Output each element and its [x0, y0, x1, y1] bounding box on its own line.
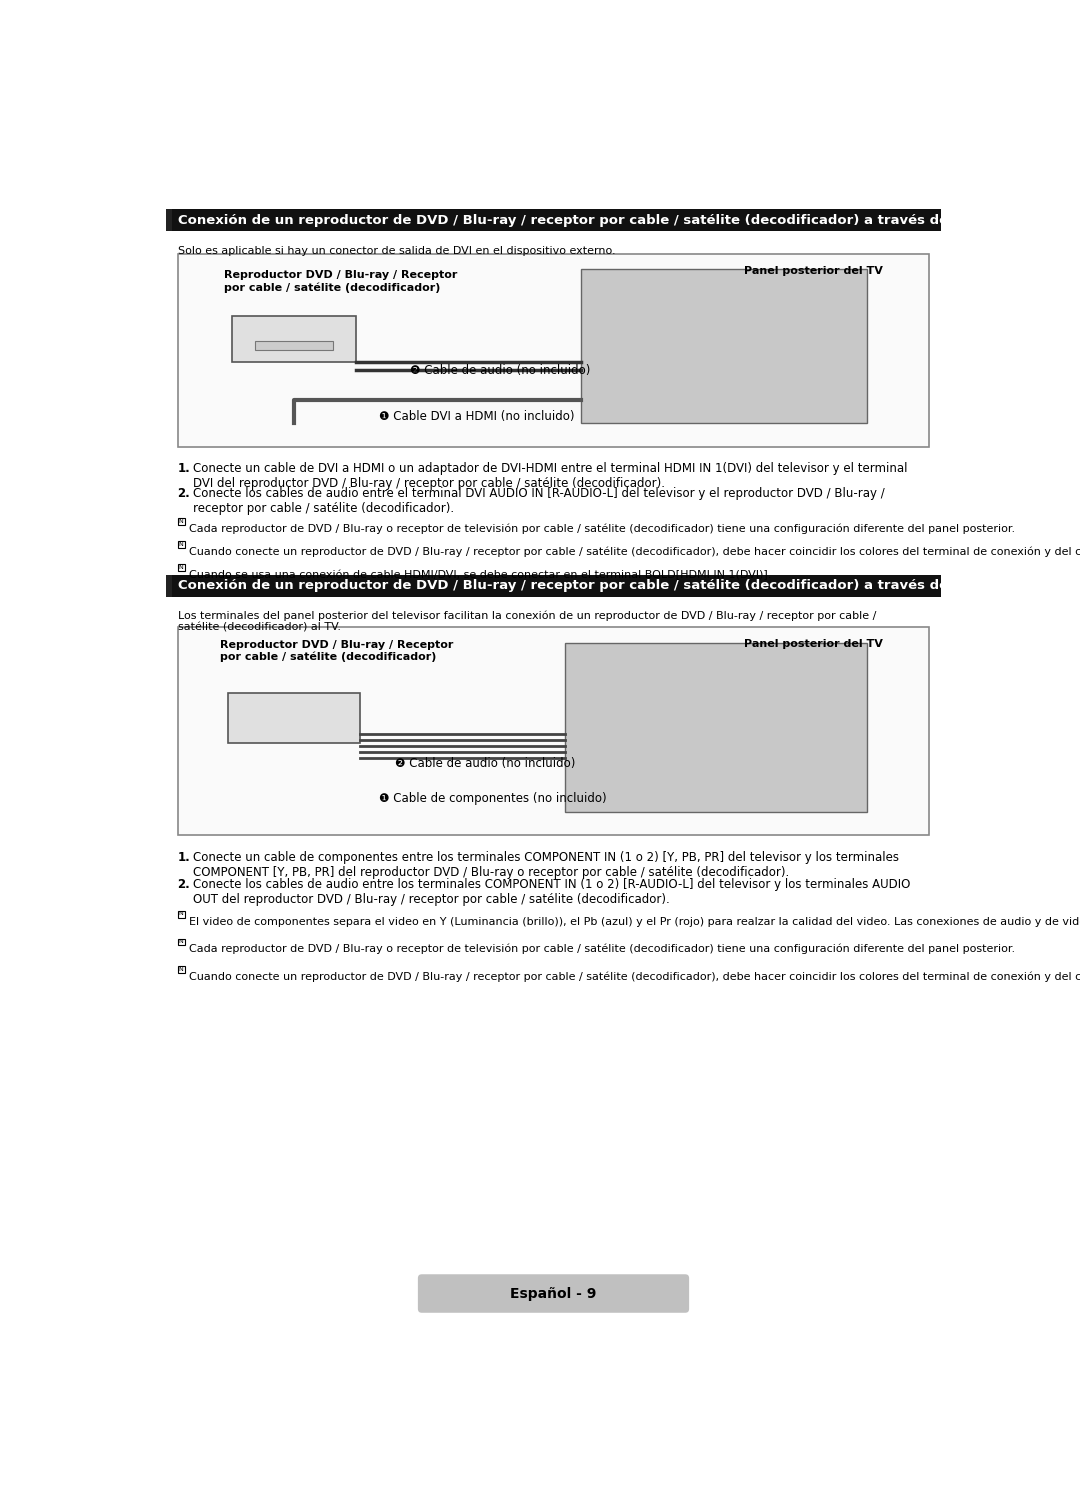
Text: Cuando conecte un reproductor de DVD / Blu-ray / receptor por cable / satélite (: Cuando conecte un reproductor de DVD / B…	[189, 546, 1080, 557]
Text: Cuando se usa una conexión de cable HDMI/DVI, se debe conectar en el terminal BO: Cuando se usa una conexión de cable HDMI…	[189, 570, 771, 580]
Text: Español - 9: Español - 9	[511, 1287, 596, 1301]
Text: Conexión de un reproductor de DVD / Blu-ray / receptor por cable / satélite (dec: Conexión de un reproductor de DVD / Blu-…	[178, 579, 1080, 592]
Text: Conecte los cables de audio entre el terminal DVI AUDIO IN [R-AUDIO-L] del telev: Conecte los cables de audio entre el ter…	[193, 487, 885, 515]
Text: ❶ Cable de componentes (no incluido): ❶ Cable de componentes (no incluido)	[379, 792, 607, 805]
Text: N: N	[179, 939, 184, 943]
Text: Reproductor DVD / Blu-ray / Receptor
por cable / satélite (decodificador): Reproductor DVD / Blu-ray / Receptor por…	[225, 271, 458, 293]
Text: ❷ Cable de audio (no incluido): ❷ Cable de audio (no incluido)	[410, 365, 591, 378]
Text: 2.: 2.	[177, 487, 190, 500]
Text: N: N	[179, 519, 184, 524]
Text: Solo es aplicable si hay un conector de salida de DVI en el dispositivo externo.: Solo es aplicable si hay un conector de …	[177, 247, 616, 256]
Text: Reproductor DVD / Blu-ray / Receptor
por cable / satélite (decodificador): Reproductor DVD / Blu-ray / Receptor por…	[220, 640, 454, 662]
Text: Cada reproductor de DVD / Blu-ray o receptor de televisión por cable / satélite : Cada reproductor de DVD / Blu-ray o rece…	[189, 943, 1015, 954]
Bar	[166, 574, 172, 597]
Bar	[177, 911, 185, 918]
Bar	[565, 643, 867, 812]
Bar	[177, 518, 185, 525]
Text: 1.: 1.	[177, 851, 190, 863]
Text: Conexión de un reproductor de DVD / Blu-ray / receptor por cable / satélite (dec: Conexión de un reproductor de DVD / Blu-…	[178, 214, 980, 226]
FancyBboxPatch shape	[177, 254, 930, 446]
Text: El video de componentes separa el video en Y (Luminancia (brillo)), el Pb (azul): El video de componentes separa el video …	[189, 917, 1080, 927]
Text: N: N	[179, 542, 184, 546]
Text: N: N	[179, 967, 184, 972]
FancyBboxPatch shape	[177, 628, 930, 835]
Bar	[177, 939, 185, 945]
Bar	[232, 315, 356, 362]
Bar	[255, 341, 333, 350]
Bar	[581, 269, 867, 424]
Text: Panel posterior del TV: Panel posterior del TV	[744, 265, 882, 275]
Text: N: N	[179, 565, 184, 570]
Text: ❶ Cable DVI a HDMI (no incluido): ❶ Cable DVI a HDMI (no incluido)	[379, 411, 575, 424]
Text: 1.: 1.	[177, 461, 190, 475]
Text: 2.: 2.	[177, 878, 190, 891]
Text: Panel posterior del TV: Panel posterior del TV	[744, 638, 882, 649]
Text: N: N	[179, 912, 184, 917]
Bar	[172, 574, 941, 597]
Text: Conecte un cable de DVI a HDMI o un adaptador de DVI-HDMI entre el terminal HDMI: Conecte un cable de DVI a HDMI o un adap…	[193, 461, 907, 490]
Text: Los terminales del panel posterior del televisor facilitan la conexión de un rep: Los terminales del panel posterior del t…	[177, 610, 876, 632]
Bar	[177, 966, 185, 973]
Bar	[228, 693, 360, 743]
Bar	[166, 210, 172, 231]
Text: Conecte los cables de audio entre los terminales COMPONENT IN (1 o 2) [R-AUDIO-L: Conecte los cables de audio entre los te…	[193, 878, 910, 906]
Text: Conecte un cable de componentes entre los terminales COMPONENT IN (1 o 2) [Y, PB: Conecte un cable de componentes entre lo…	[193, 851, 900, 879]
Text: Cuando conecte un reproductor de DVD / Blu-ray / receptor por cable / satélite (: Cuando conecte un reproductor de DVD / B…	[189, 972, 1080, 982]
Bar	[177, 542, 185, 548]
Bar	[177, 564, 185, 571]
Text: ❷ Cable de audio (no incluido): ❷ Cable de audio (no incluido)	[394, 757, 575, 769]
Bar	[172, 210, 941, 231]
FancyBboxPatch shape	[418, 1274, 689, 1312]
Text: Cada reproductor de DVD / Blu-ray o receptor de televisión por cable / satélite : Cada reproductor de DVD / Blu-ray o rece…	[189, 524, 1015, 534]
